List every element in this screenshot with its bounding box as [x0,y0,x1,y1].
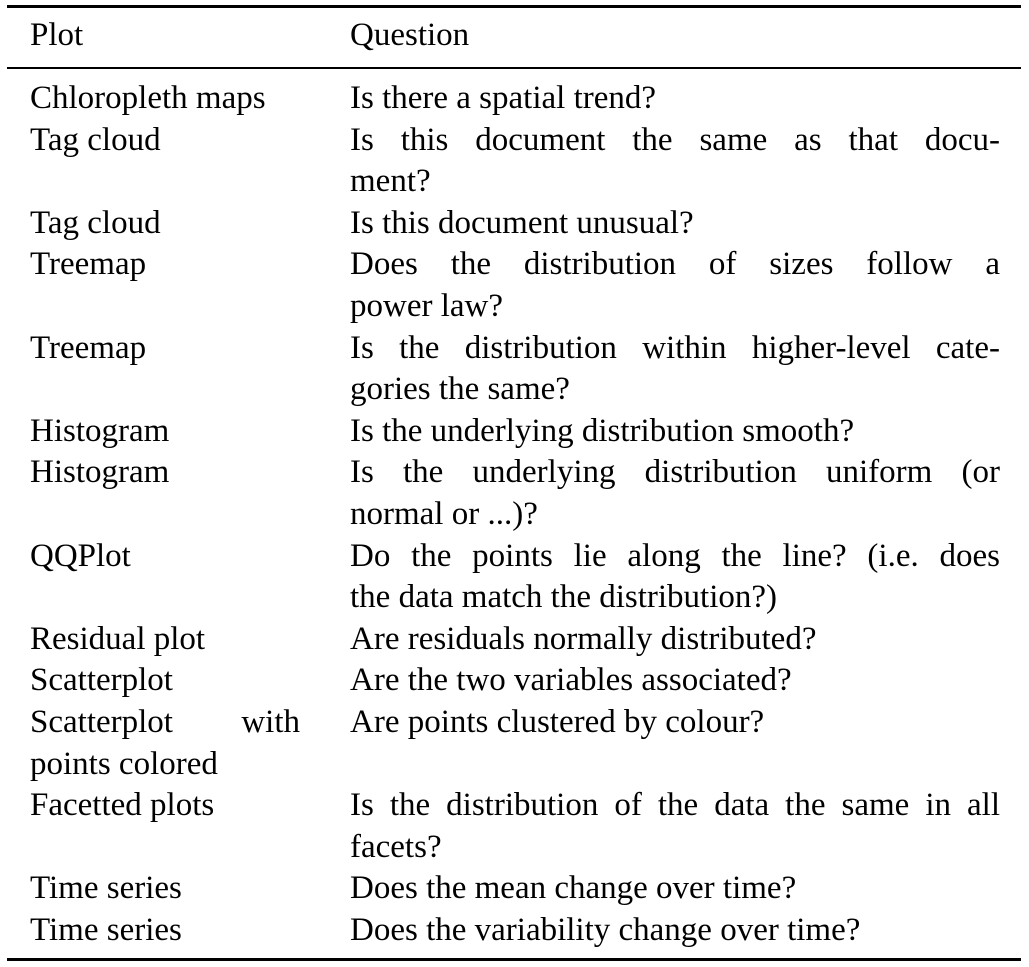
question-cell-line: Is the distribution of the data the same… [350,787,1000,824]
plot-cell: Treemap [30,244,300,286]
question-cell-line: the data match the distribution?) [350,579,778,616]
question-cell-line: gories the same? [350,371,570,408]
question-cell-line: Is there a spatial trend? [350,80,657,116]
plot-cell-line: Time series [30,911,182,948]
plot-cell: Histogram [30,452,300,494]
question-cell-line: Does the mean change over time? [350,870,797,907]
question-cell-line: facets? [350,828,442,865]
plot-cell-line: Time series [30,870,182,907]
table-row: Scatterplot with points colored Are points… [0,702,1029,785]
question-cell: Are residuals normally distributed? [350,619,1000,661]
plot-cell-line: Histogram [30,412,170,449]
plot-cell-line: Residual plot [30,620,206,657]
question-cell-line: Does the variability change over time? [350,911,861,948]
table-row: Residual plot Are residuals normally dist… [0,619,1029,661]
header-question: Question [350,17,470,53]
question-cell-line: Are residuals normally distributed? [350,620,817,657]
question-cell-line: power law? [350,287,504,324]
question-cell-line: Is this document unusual? [350,204,694,241]
question-cell-line: Are the two variables associated? [350,662,792,699]
question-cell: Is this document unusual? [350,203,1000,245]
table-header: Plot Question [0,14,1029,58]
plot-cell-line: Scatterplot [30,662,173,699]
question-cell: Are the two variables associated? [350,660,1000,702]
plot-cell: Chloropleth maps [30,78,300,120]
table-row: Histogram Is the underlying distribution … [0,411,1029,453]
question-cell-line: Is the underlying distribution smooth? [350,412,855,449]
table-body: Chloropleth maps Is there a spatial trend… [0,78,1029,951]
table-row: Tag cloud Is this document unusual? [0,203,1029,245]
question-cell-line: Does the distribution of sizes follow a [350,246,1000,283]
table-header-rule [7,67,1021,69]
plot-cell: QQPlot [30,536,300,578]
plot-cell-line: Tag cloud [30,204,161,241]
plot-cell: Tag cloud [30,203,300,245]
plot-cell: Residual plot [30,619,300,661]
question-cell: Are points clustered by colour? [350,702,1000,744]
plot-cell-line: Scatterplot with [30,703,300,740]
table-row: Histogram Is the underlying distribution … [0,452,1029,535]
plot-cell: Scatterplot with points colored [30,702,300,785]
question-cell: Does the mean change over time? [350,868,1000,910]
table-row: Chloropleth maps Is there a spatial trend… [0,78,1029,120]
question-cell-line: Is this document the same as that docu- [350,121,1000,158]
question-cell: Do the points lie along the line? (i.e. … [350,536,1000,619]
plot-cell-line: Treemap [30,246,147,283]
plot-cell-line: Histogram [30,454,170,491]
plot-cell: Facetted plots [30,785,300,827]
plot-cell-line: Treemap [30,329,147,366]
header-plot: Plot [30,17,84,53]
plot-cell: Scatterplot [30,660,300,702]
question-cell-line: normal or ...)? [350,495,538,532]
plot-cell: Time series [30,868,300,910]
plot-cell-line: Facetted plots [30,787,215,824]
plot-cell-line: Tag cloud [30,121,161,158]
plot-cell-line: QQPlot [30,537,131,574]
question-cell-line: Is the distribution within higher-level … [350,329,1000,366]
table-row: Scatterplot Are the two variables associa… [0,660,1029,702]
table-row: Time series Does the mean change over tim… [0,868,1029,910]
question-cell-line: Is the underlying distribution uniform (… [350,454,1000,491]
table-row: Treemap Is the distribution within higher… [0,328,1029,411]
question-cell: Does the variability change over time? [350,910,1000,952]
question-cell: Is the distribution of the data the same… [350,785,1000,868]
table-bottom-rule [7,958,1021,961]
question-cell-line: Do the points lie along the line? (i.e. … [350,537,1000,574]
question-cell: Is the distribution within higher-level … [350,328,1000,411]
table-row: QQPlot Do the points lie along the line? … [0,536,1029,619]
question-cell-line: Are points clustered by colour? [350,703,765,740]
plot-cell: Histogram [30,411,300,453]
question-cell: Is there a spatial trend? [350,78,1000,120]
table-top-rule [7,5,1021,8]
plot-cell-line: points colored [30,745,218,782]
plot-cell: Tag cloud [30,120,300,162]
table-row: Tag cloud Is this document the same as th… [0,120,1029,203]
question-cell-line: ment? [350,163,431,200]
table-row: Time series Does the variability change o… [0,910,1029,952]
plot-cell: Time series [30,910,300,952]
question-cell: Does the distribution of sizes follow a p… [350,244,1000,327]
table-row: Facetted plots Is the distribution of the… [0,785,1029,868]
question-cell: Is the underlying distribution smooth? [350,411,1000,453]
plot-cell-line: Chloropleth maps [30,80,266,116]
table-row: Treemap Does the distribution of sizes fo… [0,244,1029,327]
question-cell: Is the underlying distribution uniform (… [350,452,1000,535]
question-cell: Is this document the same as that docu-m… [350,120,1000,203]
plot-cell: Treemap [30,328,300,370]
